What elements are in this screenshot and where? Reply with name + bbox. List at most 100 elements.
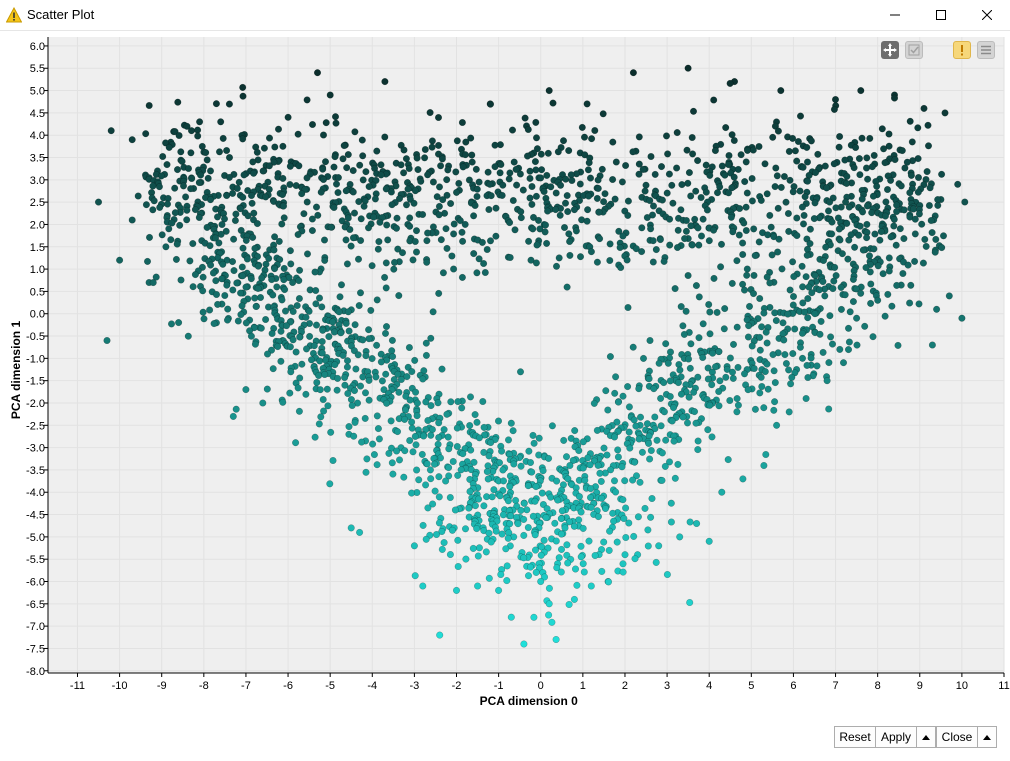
data-point[interactable] — [722, 124, 730, 132]
data-point[interactable] — [458, 118, 466, 127]
data-point[interactable] — [189, 283, 197, 291]
data-point[interactable] — [365, 326, 373, 334]
data-point[interactable] — [211, 234, 220, 242]
data-point[interactable] — [593, 258, 601, 266]
data-point[interactable] — [868, 163, 876, 171]
data-point[interactable] — [606, 240, 614, 248]
data-point[interactable] — [454, 471, 462, 479]
data-point[interactable] — [526, 563, 535, 571]
data-point[interactable] — [748, 174, 756, 183]
data-point[interactable] — [839, 359, 848, 367]
data-point[interactable] — [422, 339, 430, 347]
data-point[interactable] — [784, 310, 792, 318]
data-point[interactable] — [532, 134, 541, 142]
data-point[interactable] — [532, 166, 540, 174]
data-point[interactable] — [212, 277, 220, 285]
data-point[interactable] — [279, 398, 287, 406]
data-point[interactable] — [461, 151, 469, 159]
data-point[interactable] — [723, 365, 731, 373]
data-point[interactable] — [187, 149, 195, 157]
data-point[interactable] — [682, 227, 690, 235]
data-point[interactable] — [369, 440, 377, 448]
data-point[interactable] — [338, 217, 346, 225]
data-point[interactable] — [331, 153, 339, 161]
data-point[interactable] — [435, 473, 443, 481]
data-point[interactable] — [694, 224, 702, 232]
data-point[interactable] — [766, 211, 774, 219]
data-point[interactable] — [828, 218, 836, 226]
data-point[interactable] — [528, 182, 536, 191]
data-point[interactable] — [342, 236, 350, 244]
data-point[interactable] — [419, 521, 427, 529]
data-point[interactable] — [429, 178, 437, 186]
data-point[interactable] — [591, 126, 599, 135]
data-point[interactable] — [350, 387, 359, 395]
data-point[interactable] — [954, 180, 962, 188]
data-point[interactable] — [393, 428, 402, 436]
data-point[interactable] — [280, 214, 288, 222]
data-point[interactable] — [377, 161, 385, 169]
data-point[interactable] — [635, 133, 643, 141]
data-point[interactable] — [535, 434, 543, 442]
data-point[interactable] — [436, 631, 444, 639]
data-point[interactable] — [632, 245, 640, 253]
data-point[interactable] — [647, 152, 655, 161]
data-point[interactable] — [287, 368, 295, 376]
data-point[interactable] — [763, 190, 771, 198]
data-point[interactable] — [863, 154, 871, 162]
data-point[interactable] — [785, 366, 793, 374]
data-point[interactable] — [894, 341, 902, 349]
data-point[interactable] — [600, 198, 608, 206]
data-point[interactable] — [377, 171, 385, 179]
data-point[interactable] — [777, 183, 785, 191]
data-point[interactable] — [880, 145, 888, 153]
data-point[interactable] — [536, 225, 544, 233]
data-point[interactable] — [516, 368, 525, 376]
data-point[interactable] — [355, 198, 363, 206]
data-point[interactable] — [563, 283, 571, 291]
data-point[interactable] — [800, 308, 809, 316]
data-point[interactable] — [325, 333, 333, 341]
data-point[interactable] — [780, 336, 788, 344]
data-point[interactable] — [424, 504, 432, 512]
data-point[interactable] — [488, 493, 496, 501]
data-point[interactable] — [487, 439, 495, 447]
data-point[interactable] — [852, 143, 860, 152]
data-point[interactable] — [183, 216, 191, 224]
data-point[interactable] — [274, 125, 283, 133]
data-point[interactable] — [381, 273, 389, 281]
data-point[interactable] — [329, 456, 337, 465]
data-point[interactable] — [506, 520, 514, 528]
data-point[interactable] — [540, 187, 548, 196]
data-point[interactable] — [308, 120, 317, 129]
data-point[interactable] — [187, 127, 196, 135]
data-point[interactable] — [355, 302, 363, 310]
data-point[interactable] — [532, 568, 540, 576]
data-point[interactable] — [472, 165, 480, 173]
data-point[interactable] — [816, 330, 824, 338]
data-point[interactable] — [591, 551, 599, 560]
data-point[interactable] — [387, 417, 395, 425]
reset-button[interactable]: Reset — [834, 726, 876, 748]
data-point[interactable] — [286, 343, 294, 351]
data-point[interactable] — [914, 124, 922, 132]
data-point[interactable] — [581, 151, 589, 159]
close-button[interactable]: Close — [936, 726, 978, 748]
data-point[interactable] — [798, 203, 806, 211]
data-point[interactable] — [296, 374, 304, 382]
data-point[interactable] — [284, 113, 292, 121]
data-point[interactable] — [857, 87, 865, 95]
data-point[interactable] — [178, 157, 186, 165]
data-point[interactable] — [530, 439, 538, 447]
data-point[interactable] — [158, 231, 166, 239]
data-point[interactable] — [822, 243, 830, 251]
data-point[interactable] — [395, 292, 403, 300]
data-point[interactable] — [656, 236, 664, 244]
data-point[interactable] — [778, 265, 786, 273]
data-point[interactable] — [532, 259, 540, 267]
data-point[interactable] — [238, 302, 246, 310]
data-point[interactable] — [298, 190, 306, 198]
data-point[interactable] — [473, 269, 481, 277]
data-point[interactable] — [596, 469, 604, 477]
data-point[interactable] — [480, 259, 488, 268]
